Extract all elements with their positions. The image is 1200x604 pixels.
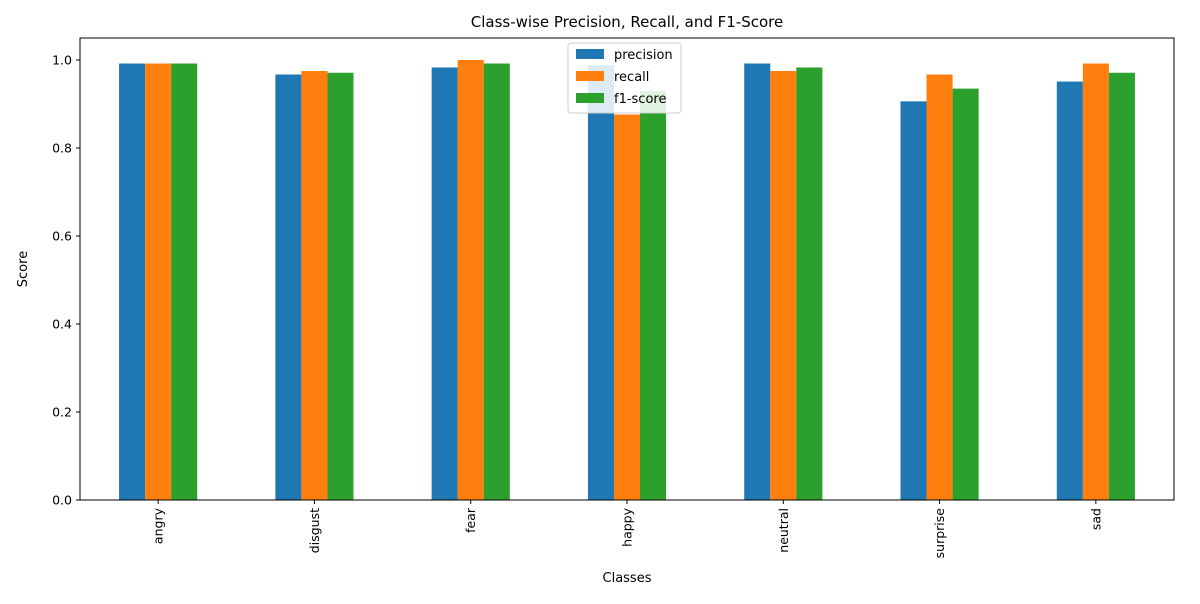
legend-label-f1-score: f1-score [614, 92, 666, 107]
x-tick-label-happy: happy [620, 507, 635, 546]
bar-precision-angry [119, 63, 146, 501]
legend-swatch-f1-score [576, 93, 604, 103]
bar-precision-happy [587, 65, 614, 500]
legend-label-recall: recall [614, 70, 649, 85]
legend-label-precision: precision [614, 48, 673, 63]
y-tick-label: 0.6 [52, 229, 72, 244]
bar-recall-disgust [301, 71, 328, 500]
bar-f1-score-happy [640, 91, 667, 501]
x-tick-label-angry: angry [151, 507, 166, 544]
y-axis-ticks: 0.0 0.2 0.4 0.6 0.8 1.0 [52, 53, 80, 508]
bar-f1-score-surprise [952, 88, 979, 500]
bar-f1-score-disgust [327, 72, 354, 500]
x-tick-label-neutral: neutral [776, 508, 791, 553]
x-tick-label-fear: fear [463, 507, 478, 533]
bar-recall-happy [613, 114, 641, 500]
x-axis-ticks: angry disgust fear happy neutral surprise sad [151, 500, 1103, 559]
x-tick-label-sad: sad [1088, 508, 1103, 530]
bar-precision-neutral [744, 63, 771, 501]
bar-recall-fear [457, 60, 484, 500]
legend: precision recall f1-score [567, 42, 682, 114]
bar-f1-score-sad [1108, 72, 1135, 500]
y-tick-label: 0.8 [52, 141, 72, 156]
bar-f1-score-angry [171, 63, 198, 501]
bar-f1-score-neutral [796, 67, 823, 500]
x-tick-label-disgust: disgust [307, 508, 322, 553]
x-axis-label: Classes [603, 571, 652, 586]
bar-recall-neutral [770, 71, 797, 500]
bar-f1-score-fear [483, 63, 510, 501]
x-tick-label-surprise: surprise [932, 508, 947, 559]
y-axis-label: Score [16, 251, 31, 287]
bar-precision-surprise [900, 101, 927, 501]
y-tick-label: 0.4 [52, 317, 72, 332]
bar-recall-sad [1082, 63, 1109, 501]
bars-layer [119, 60, 1135, 501]
y-tick-label: 0.0 [52, 493, 72, 508]
bar-recall-surprise [926, 74, 953, 501]
chart-title: Class-wise Precision, Recall, and F1-Sco… [471, 13, 783, 31]
bar-recall-angry [145, 63, 172, 501]
legend-swatch-precision [576, 49, 604, 59]
bar-precision-fear [431, 67, 458, 500]
bar-precision-disgust [275, 74, 302, 501]
bar-precision-sad [1056, 81, 1083, 500]
y-tick-label: 1.0 [52, 53, 72, 68]
legend-swatch-recall [576, 71, 604, 81]
y-tick-label: 0.2 [52, 405, 72, 420]
